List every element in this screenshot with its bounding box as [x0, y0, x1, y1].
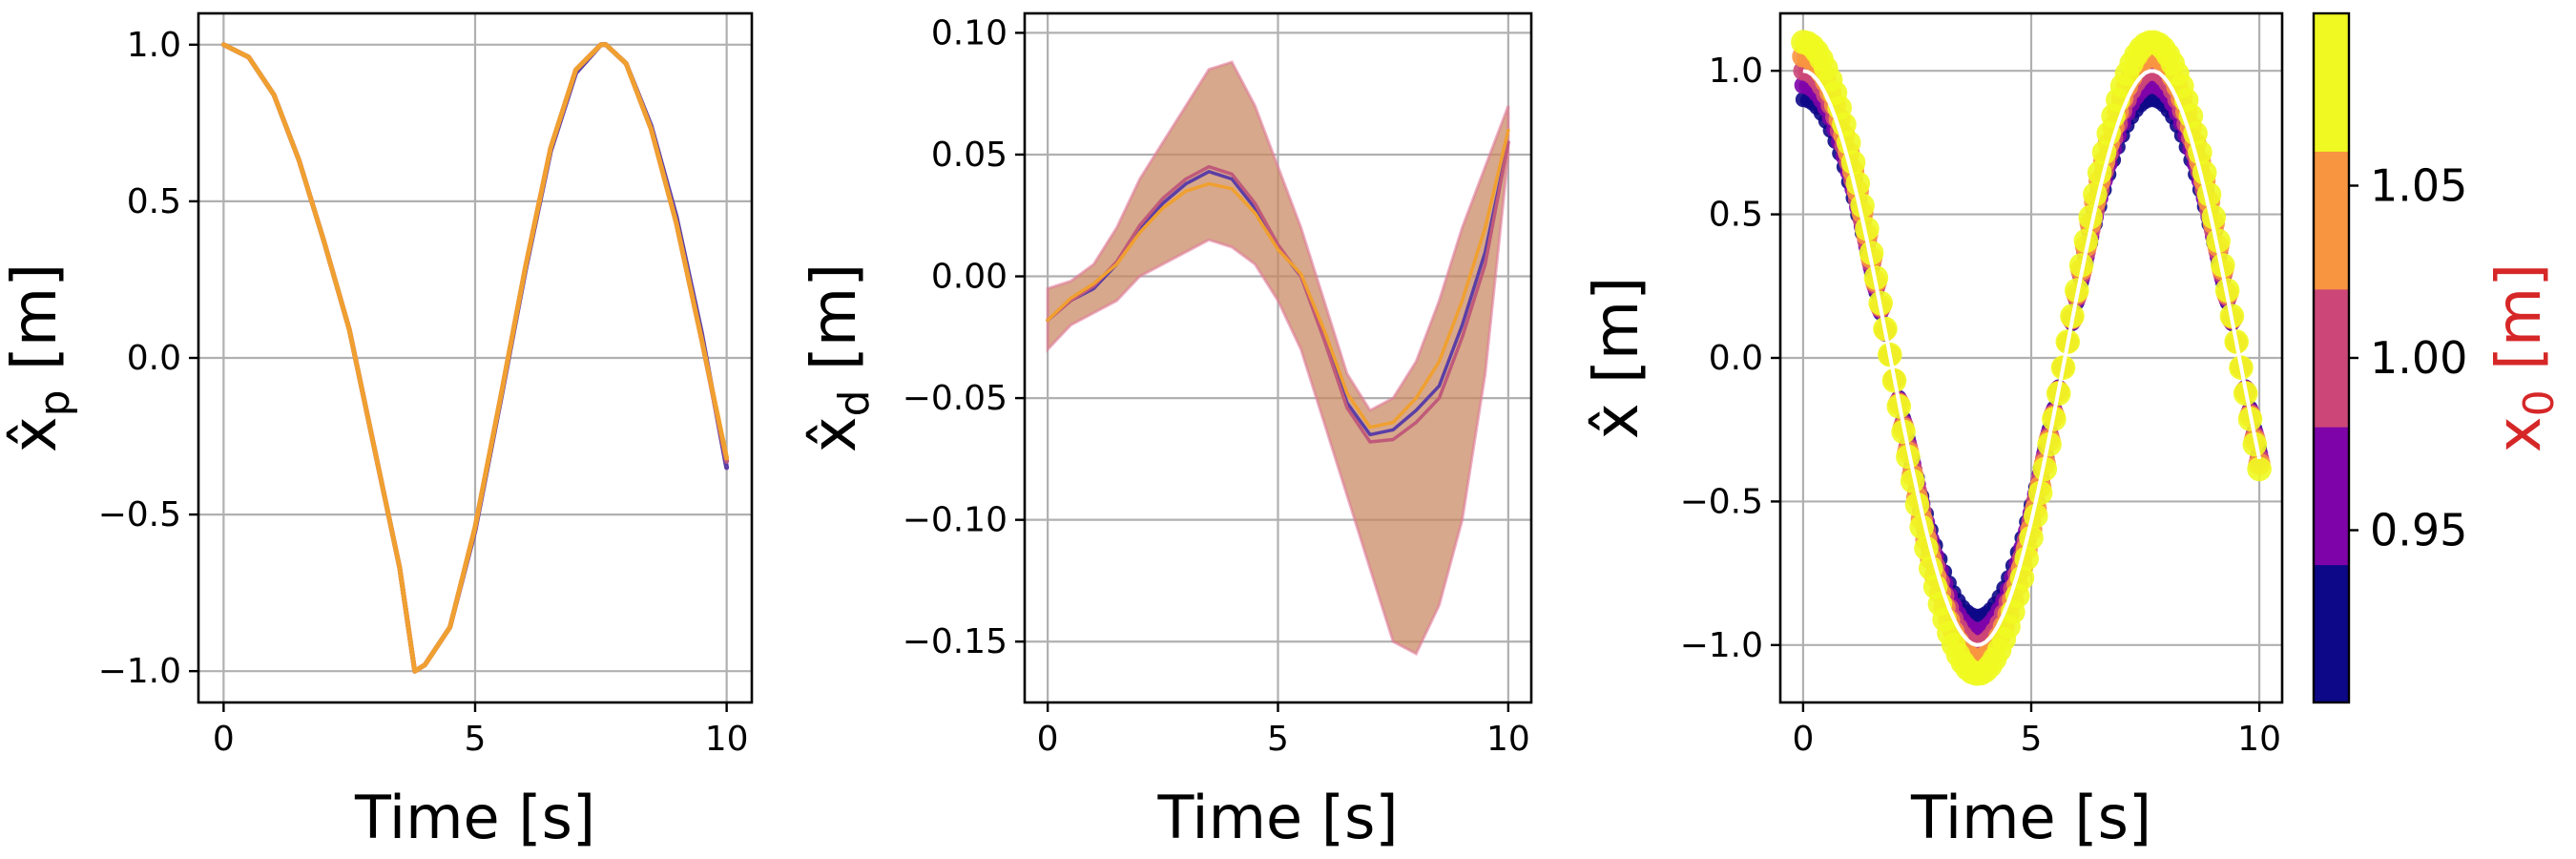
x-axis-label: Time [s]	[1910, 783, 2151, 852]
x-axis-label: Time [s]	[1156, 783, 1398, 852]
scatter-point	[1859, 241, 1884, 265]
x-tick-label: 0	[1792, 720, 1814, 759]
plot-area	[220, 42, 730, 674]
scatter-point	[2206, 228, 2231, 254]
colorbar-label-subscript: 0	[2515, 389, 2564, 416]
scatter-point	[2247, 456, 2272, 482]
y-tick-label: −0.10	[903, 501, 1008, 540]
colorbar-label: x0 [m]	[2484, 263, 2564, 453]
colorbar-label-unit: [m]	[2484, 263, 2555, 390]
scatter-point	[2078, 204, 2103, 230]
y-axis-label: x̂d [m]	[800, 263, 879, 452]
scatter-point	[1900, 469, 1925, 493]
y-label-unit: [m]	[1582, 277, 1652, 404]
panel-xp: 0 5 10 −1.0 −0.5 0.0 0.5 1.0 Time [s] x̂p [m]	[0, 11, 754, 852]
y-tick-label: 0.05	[931, 136, 1008, 175]
x-tick-label: 5	[2021, 720, 2043, 759]
scatter-point	[2087, 160, 2112, 185]
y-tick-label: 1.0	[127, 26, 181, 65]
colorbar-bin-2	[2314, 288, 2349, 428]
x-tick-label: 5	[1267, 720, 1289, 759]
colorbar-label-base: x	[2484, 416, 2555, 452]
panel-xd: 0 5 10 −0.15 −0.10 −0.05 0.00 0.05 0.10 Time [s] x…	[800, 11, 1533, 852]
y-tick-label: −1.0	[1680, 626, 1763, 665]
colorbar-tick-label: 0.95	[2370, 505, 2467, 556]
x-tick-label: 10	[1486, 720, 1530, 759]
x-tick-label: 10	[2237, 720, 2281, 759]
y-axis-label: x̂ [m]	[1582, 277, 1652, 440]
x-tick-label: 0	[213, 720, 235, 759]
mean-line	[1802, 69, 2262, 647]
y-tick-label: 0.5	[1709, 196, 1763, 235]
scatter-point	[1855, 217, 1880, 241]
y-tick-label: −0.15	[903, 622, 1008, 661]
colorbar-bin-1	[2314, 427, 2349, 566]
y-tick-label: 0.5	[127, 182, 181, 221]
colorbar-bin-4	[2314, 13, 2349, 152]
y-tick-label: −0.5	[98, 495, 181, 534]
series-line-1	[1046, 140, 1510, 444]
colorbar: 0.95 1.00 1.05 x0 [m]	[2312, 11, 2564, 704]
x-tick-label: 5	[465, 720, 487, 759]
colorbar-bin-0	[2314, 564, 2349, 703]
y-label-subscript: d	[830, 389, 879, 416]
y-tick-label: −0.5	[1680, 482, 1763, 521]
x-tick-label: 10	[705, 720, 749, 759]
y-tick-label: −0.05	[903, 379, 1008, 418]
y-tick-label: 0.0	[1709, 339, 1763, 378]
x-tick-label: 0	[1037, 720, 1059, 759]
y-label-base: x̂	[1582, 403, 1652, 439]
y-tick-label: 1.0	[1709, 52, 1763, 91]
series-line-2	[220, 42, 730, 674]
colorbar-tick-label: 1.05	[2370, 160, 2467, 212]
y-label-unit: [m]	[0, 263, 71, 390]
scatter-point	[2073, 228, 2099, 254]
plot-area	[1791, 30, 2272, 686]
panel-x: 0 5 10 −1.0 −0.5 0.0 0.5 1.0 Time [s] x̂ [m]	[1582, 11, 2284, 852]
plot-area	[1046, 60, 1510, 657]
colorbar-tick-label: 1.00	[2370, 332, 2467, 384]
x-axis-label: Time [s]	[354, 783, 595, 852]
y-axis-label: x̂p [m]	[0, 263, 79, 452]
y-tick-label: −1.0	[98, 652, 181, 691]
scatter-series-4	[1791, 30, 2272, 686]
series-line-2	[1046, 128, 1510, 430]
colorbar-bin-3	[2314, 151, 2349, 290]
scatter-point	[2032, 456, 2058, 482]
y-label-unit: [m]	[800, 263, 870, 390]
scatter-point	[2192, 160, 2217, 185]
y-tick-label: 0.10	[931, 13, 1008, 52]
y-label-base: x̂	[0, 416, 71, 452]
y-tick-label: 0.0	[127, 339, 181, 378]
scatter-point	[2027, 480, 2053, 506]
y-label-subscript: p	[31, 389, 79, 416]
y-tick-label: 0.00	[931, 258, 1008, 297]
y-label-base: x̂	[800, 416, 870, 452]
